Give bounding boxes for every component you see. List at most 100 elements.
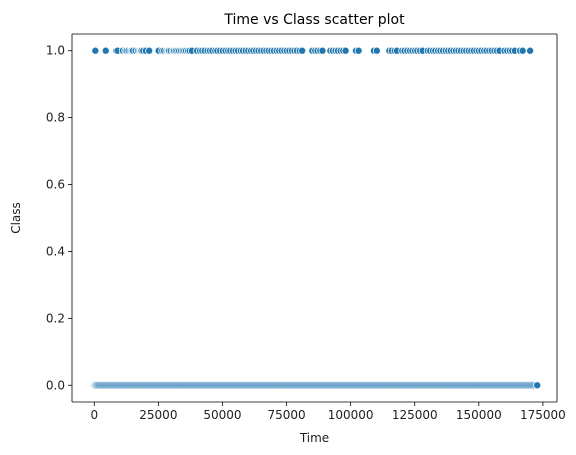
point-class-0 xyxy=(331,381,339,389)
point-class-0 xyxy=(426,381,434,389)
point-class-0 xyxy=(207,381,215,389)
point-class-0 xyxy=(354,381,362,389)
point-class-0 xyxy=(93,381,101,389)
point-class-0 xyxy=(246,381,254,389)
point-class-0 xyxy=(261,381,269,389)
point-class-0 xyxy=(350,381,358,389)
point-class-0 xyxy=(127,381,135,389)
point-class-0 xyxy=(472,381,480,389)
point-class-0 xyxy=(219,381,228,389)
point-class-0 xyxy=(252,381,261,389)
point-class-0 xyxy=(429,381,437,389)
point-class-1 xyxy=(372,46,381,55)
point-class-0 xyxy=(412,381,420,389)
point-class-0 xyxy=(386,381,394,389)
point-class-0 xyxy=(235,381,243,389)
point-class-0 xyxy=(372,381,381,389)
point-class-0 xyxy=(512,381,520,389)
point-class-0 xyxy=(494,381,502,389)
point-class-0 xyxy=(175,381,183,389)
point-class-0 xyxy=(357,381,365,389)
point-class-0 xyxy=(461,381,469,389)
point-class-0 xyxy=(144,381,152,389)
point-class-0 xyxy=(326,381,334,389)
point-class-0 xyxy=(251,381,259,389)
point-class-0 xyxy=(91,381,99,389)
point-class-0 xyxy=(462,381,470,389)
point-class-0 xyxy=(180,381,188,389)
point-class-0 xyxy=(257,381,265,389)
point-class-0 xyxy=(484,381,492,389)
point-class-0 xyxy=(315,381,323,389)
point-class-0 xyxy=(126,381,135,389)
point-class-0 xyxy=(351,381,359,389)
point-class-0 xyxy=(413,381,421,389)
point-class-0 xyxy=(428,381,436,389)
point-class-0 xyxy=(325,381,333,389)
point-class-0 xyxy=(489,381,498,389)
point-class-0 xyxy=(388,381,396,389)
point-class-0 xyxy=(288,381,296,389)
point-class-0 xyxy=(302,381,310,389)
point-class-0 xyxy=(482,381,491,389)
point-class-0 xyxy=(208,381,216,389)
point-class-0 xyxy=(336,381,344,389)
point-class-0 xyxy=(381,381,389,389)
point-class-0 xyxy=(141,381,149,389)
point-class-0 xyxy=(201,381,209,389)
point-class-0 xyxy=(420,381,428,389)
point-class-0 xyxy=(445,381,454,389)
point-class-0 xyxy=(194,381,202,389)
point-class-0 xyxy=(298,381,306,389)
point-class-0 xyxy=(490,381,498,389)
point-class-0 xyxy=(197,381,205,389)
point-class-0 xyxy=(193,381,201,389)
point-class-0 xyxy=(256,381,265,389)
point-class-0 xyxy=(169,381,178,389)
point-class-0 xyxy=(265,381,273,389)
point-class-0 xyxy=(259,381,268,389)
point-class-0 xyxy=(146,381,154,389)
point-class-0 xyxy=(215,381,223,389)
point-class-0 xyxy=(514,381,522,389)
point-class-0 xyxy=(435,381,443,389)
point-class-0 xyxy=(376,381,384,389)
point-class-0 xyxy=(222,381,230,389)
point-class-0 xyxy=(162,381,171,389)
point-class-0 xyxy=(299,381,307,389)
point-class-0 xyxy=(232,381,241,389)
point-class-0 xyxy=(291,381,299,389)
point-class-0 xyxy=(139,381,148,389)
point-class-0 xyxy=(445,381,453,389)
point-class-0 xyxy=(468,381,476,389)
point-class-0 xyxy=(392,381,401,389)
point-class-0 xyxy=(268,381,276,389)
point-class-0 xyxy=(292,381,300,389)
x-tick-label: 50000 xyxy=(203,408,241,422)
point-class-0 xyxy=(124,381,132,389)
point-class-0 xyxy=(292,381,301,389)
point-class-0 xyxy=(103,381,111,389)
point-class-0 xyxy=(114,381,122,389)
point-class-0 xyxy=(245,381,253,389)
point-class-0 xyxy=(160,381,168,389)
point-class-0 xyxy=(152,381,160,389)
y-tick-label: 0.6 xyxy=(46,178,65,192)
point-class-0 xyxy=(172,381,181,389)
point-class-0 xyxy=(143,381,151,389)
point-class-0 xyxy=(142,381,150,389)
point-class-0 xyxy=(188,381,196,389)
point-class-0 xyxy=(383,381,391,389)
point-class-0 xyxy=(328,381,336,389)
point-class-0 xyxy=(169,381,177,389)
point-class-0 xyxy=(133,381,141,389)
point-class-0 xyxy=(456,381,464,389)
point-class-0 xyxy=(432,381,440,389)
point-class-0 xyxy=(96,381,105,389)
point-class-0 xyxy=(305,381,313,389)
point-class-0 xyxy=(310,381,318,389)
point-class-0 xyxy=(395,381,403,389)
point-class-0 xyxy=(362,381,371,389)
point-class-0 xyxy=(459,381,468,389)
point-class-0 xyxy=(176,381,184,389)
